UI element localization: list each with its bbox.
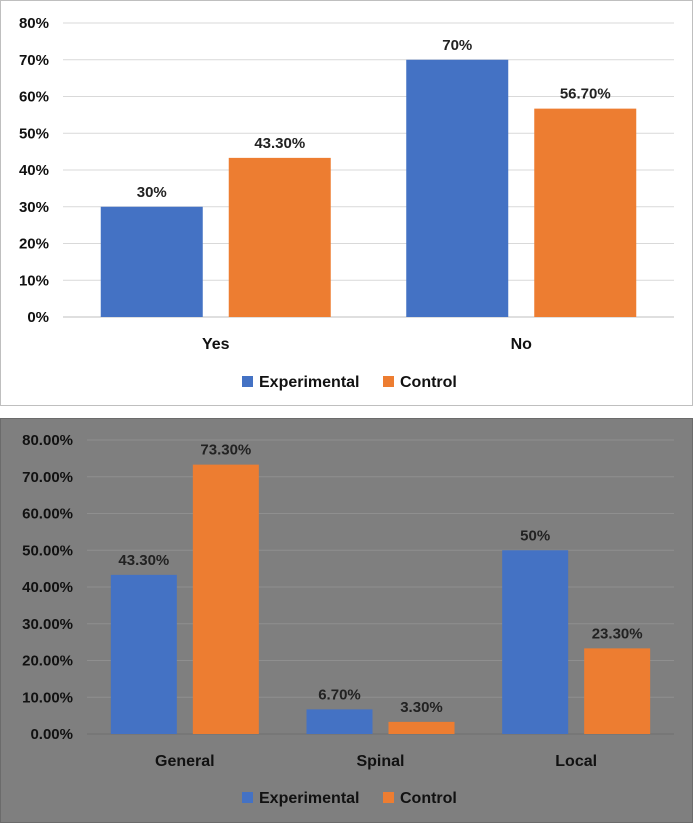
y-tick-label: 20.00% bbox=[22, 653, 73, 670]
bar-experimental bbox=[100, 206, 203, 317]
x-category-label: Spinal bbox=[356, 753, 404, 770]
legend-swatch-control bbox=[383, 376, 394, 387]
x-category-label: Yes bbox=[202, 336, 230, 353]
y-tick-label: 10.00% bbox=[22, 689, 73, 706]
bar-control bbox=[228, 157, 331, 317]
bar-chart-anesthesia: 0.00% 10.00% 20.00% 30.00% 40.00% 50.00% 60.00… bbox=[22, 432, 674, 807]
bar-control bbox=[192, 464, 259, 734]
bar-control bbox=[534, 108, 637, 317]
legend-label-experimental: Experimental bbox=[259, 790, 359, 807]
data-label: 23.30% bbox=[592, 625, 643, 642]
data-label: 43.30% bbox=[118, 552, 169, 569]
x-category-label: No bbox=[511, 336, 533, 353]
y-tick-label: 70.00% bbox=[22, 469, 73, 486]
y-tick-label: 60.00% bbox=[22, 506, 73, 523]
data-label: 6.70% bbox=[318, 686, 361, 703]
y-tick-label: 10% bbox=[19, 272, 49, 289]
legend-swatch-experimental bbox=[242, 376, 253, 387]
bar-experimental bbox=[406, 59, 509, 317]
y-tick-label: 50.00% bbox=[22, 542, 73, 559]
legend-label-control: Control bbox=[400, 790, 457, 807]
legend-label-control: Control bbox=[400, 374, 457, 391]
y-tick-label: 50% bbox=[19, 125, 49, 142]
data-label: 43.30% bbox=[254, 135, 305, 152]
data-label: 50% bbox=[520, 527, 550, 544]
data-label: 30% bbox=[137, 184, 167, 201]
chart-panel-bottom: 0.00% 10.00% 20.00% 30.00% 40.00% 50.00% 60.00… bbox=[0, 418, 693, 823]
bar-chart-answer: 0% 10% 20% 30% 40% 50% 60% 70% 80% Yes 30% 43.30% No… bbox=[19, 15, 674, 391]
y-tick-label: 80% bbox=[19, 15, 49, 32]
legend-swatch-control bbox=[383, 792, 394, 803]
y-tick-label: 80.00% bbox=[22, 432, 73, 449]
x-category-label: Local bbox=[555, 753, 597, 770]
bar-experimental bbox=[306, 709, 373, 734]
data-label: 56.70% bbox=[560, 86, 611, 103]
y-tick-label: 0% bbox=[27, 309, 49, 326]
legend-label-experimental: Experimental bbox=[259, 374, 359, 391]
y-tick-label: 30% bbox=[19, 199, 49, 216]
y-tick-label: 0.00% bbox=[30, 726, 73, 743]
y-tick-label: 70% bbox=[19, 52, 49, 69]
y-tick-label: 60% bbox=[19, 89, 49, 106]
y-tick-label: 40% bbox=[19, 162, 49, 179]
y-tick-label: 40.00% bbox=[22, 579, 73, 596]
data-label: 73.30% bbox=[200, 442, 251, 459]
chart-panel-top: 0% 10% 20% 30% 40% 50% 60% 70% 80% Yes 30% 43.30% No… bbox=[0, 0, 693, 406]
bar-control bbox=[584, 648, 651, 734]
y-tick-label: 20% bbox=[19, 236, 49, 253]
bar-control bbox=[388, 721, 455, 734]
bar-experimental bbox=[502, 550, 569, 734]
x-category-label: General bbox=[155, 753, 215, 770]
data-label: 70% bbox=[442, 37, 472, 54]
bar-experimental bbox=[110, 574, 177, 734]
data-label: 3.30% bbox=[400, 699, 443, 716]
legend-swatch-experimental bbox=[242, 792, 253, 803]
y-tick-label: 30.00% bbox=[22, 616, 73, 633]
